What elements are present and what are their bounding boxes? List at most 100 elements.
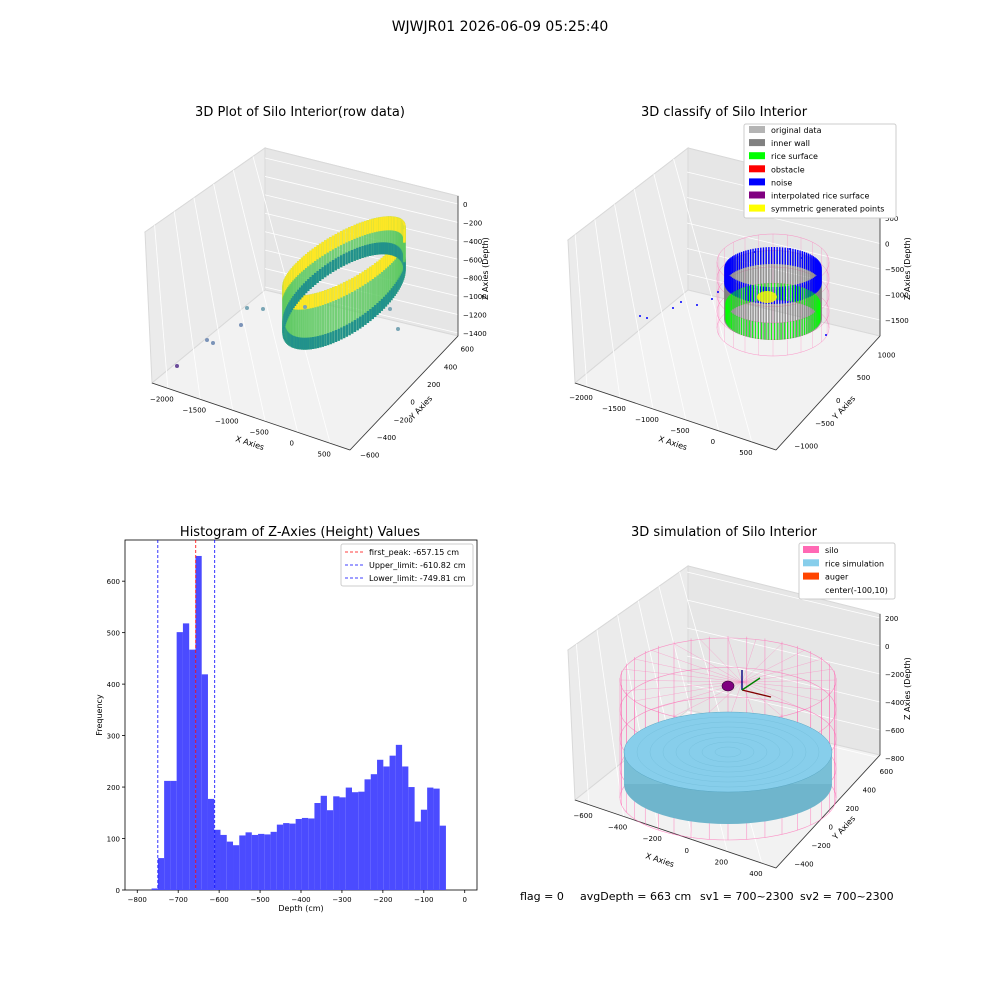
p2-xtick-label: −1000 <box>635 416 659 424</box>
histogram-bar <box>164 780 171 890</box>
histogram-bar <box>383 766 390 890</box>
p4-auger-y <box>741 677 761 691</box>
histogram-bar <box>301 817 309 890</box>
p4-roof-spoke <box>741 658 822 683</box>
p4-legend-swatch <box>803 572 819 580</box>
p2-noise-point <box>754 251 756 253</box>
p4-roof-spoke <box>634 658 743 683</box>
p2-ytick-label: −500 <box>815 420 834 428</box>
histogram-bar <box>414 821 421 890</box>
histogram-bar <box>345 787 352 890</box>
p4-rice-mesh <box>662 726 794 778</box>
p4-roof-spoke <box>623 668 743 683</box>
histogram-bar <box>402 766 409 890</box>
p2-legend-swatch <box>749 126 765 133</box>
histogram-bar <box>195 555 202 890</box>
histogram-bar <box>377 759 384 890</box>
p2-legend-label: obstacle <box>771 165 805 174</box>
p4-ytick-label: −400 <box>794 861 813 869</box>
histogram-bar <box>364 779 371 890</box>
p2-noise-point <box>696 304 698 306</box>
panel1-xlabel: X Axies <box>234 434 265 452</box>
panel4-ylabel: Y Axies <box>830 814 857 842</box>
p2-legend-label: rice surface <box>771 152 818 161</box>
p3-ytick-label: 100 <box>107 836 120 844</box>
p2-ytick-label: 0 <box>836 397 840 405</box>
p4-roof-spoke <box>741 639 757 683</box>
histogram-bar <box>226 841 234 890</box>
histogram-bar <box>170 780 177 890</box>
panel3-ylabel: Frequency <box>95 694 104 736</box>
histogram-bar <box>351 792 359 890</box>
p4-roof-spoke <box>699 639 743 683</box>
p4-ztick-label: 0 <box>885 643 889 651</box>
p2-xtick-label: 500 <box>739 449 752 457</box>
p3-ytick-label: 0 <box>116 887 120 895</box>
p1-xtick-label: −2000 <box>150 395 174 403</box>
p2-legend-label: symmetric generated points <box>771 205 884 214</box>
histogram-bar <box>276 824 284 890</box>
p1-ztick-label: −1000 <box>463 293 487 301</box>
p3-xtick-label: −500 <box>250 896 269 904</box>
p2-noise-point <box>801 257 803 259</box>
panel-simulation-3d: 3D simulation of Silo Interior −600 −400 −… <box>566 525 912 878</box>
histogram-bar <box>245 832 252 890</box>
panel2-xlabel: X Axies <box>657 434 688 452</box>
p3-ytick-label: 600 <box>107 578 120 586</box>
p4-center-marker <box>721 680 735 692</box>
p2-legend-swatch <box>749 152 765 160</box>
p2-noise-point <box>672 307 674 309</box>
histogram-bar <box>308 818 315 890</box>
histogram-bar <box>289 823 296 890</box>
p4-legend-label: auger <box>825 573 849 582</box>
panel3-xlabel: Depth (cm) <box>278 904 323 913</box>
p4-roof-spoke <box>741 679 837 683</box>
histogram-bar <box>189 649 196 890</box>
p1-ytick-label: −400 <box>377 434 396 442</box>
p4-xtick-label: −200 <box>643 835 662 843</box>
p1-outlier-point <box>175 364 179 368</box>
histogram-bar <box>283 823 290 890</box>
histogram-bar <box>182 623 190 890</box>
p2-legend-label: noise <box>771 178 792 187</box>
p2-noise-point <box>646 317 648 319</box>
p4-roof-spoke <box>741 681 833 692</box>
figure-title: WJWJR01 2026-06-09 05:25:40 <box>392 19 609 35</box>
p3-xtick-label: 0 <box>462 896 466 904</box>
p1-ztick-label: −600 <box>463 256 482 264</box>
p2-noise-point <box>717 291 719 293</box>
histogram-bar <box>370 774 378 890</box>
panel4-title: 3D simulation of Silo Interior <box>631 525 818 540</box>
p2-xtick-label: −2000 <box>569 394 593 402</box>
p3-ytick-label: 500 <box>107 630 120 638</box>
panel3-title: Histogram of Z-Axies (Height) Values <box>180 525 420 540</box>
histogram-bar <box>408 787 415 890</box>
p4-xtick-label: 200 <box>715 859 728 867</box>
p1-ztick-label: −800 <box>463 275 482 283</box>
histogram-bar <box>339 797 346 890</box>
histogram-bar <box>333 796 340 890</box>
p1-ytick-label: 200 <box>427 381 440 389</box>
p1-outlier-point <box>396 327 400 331</box>
p1-xtick-label: −1500 <box>182 406 206 414</box>
p4-legend-label: silo <box>825 546 839 555</box>
panel4-zlabel: Z Axies (Depth) <box>903 657 912 720</box>
p2-noise-point <box>639 315 641 317</box>
p1-ytick-label: −200 <box>394 416 413 424</box>
p3-xtick-label: −800 <box>128 896 147 904</box>
p3-legend-label: Lower_limit: -749.81 cm <box>369 574 466 583</box>
histogram-bar <box>201 674 208 890</box>
histogram-bar <box>314 803 321 890</box>
p4-auger-x <box>741 689 772 698</box>
p4-ztick-label: −600 <box>885 727 904 735</box>
p2-legend-label: original data <box>771 126 822 135</box>
p2-xtick-label: −500 <box>670 427 689 435</box>
p2-symmetric-points <box>757 291 777 303</box>
panel-classify-3d: 3D classify of Silo Interior −2000 −1500 −… <box>566 105 912 457</box>
p2-ztick-label: −500 <box>885 266 904 274</box>
p1-ztick-label: −1200 <box>463 312 487 320</box>
histogram-bar <box>270 831 277 890</box>
p1-ztick-label: −1400 <box>463 330 487 338</box>
histogram-bar <box>151 888 158 890</box>
